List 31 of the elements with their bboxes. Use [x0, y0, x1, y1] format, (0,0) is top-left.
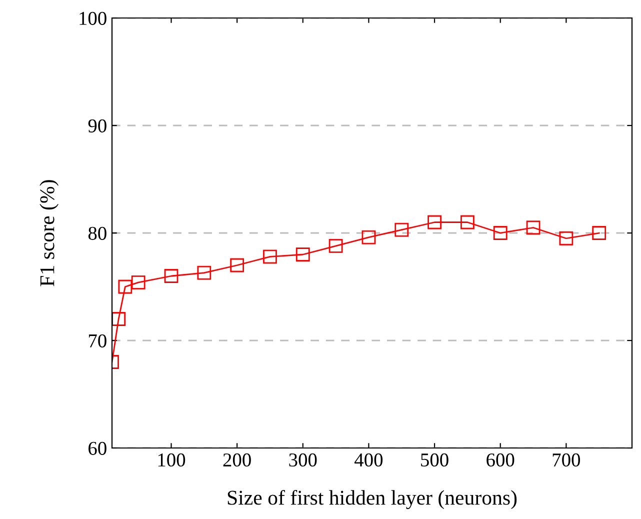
y-tick-label: 60 [88, 442, 106, 455]
x-tick-label: 300 [289, 453, 317, 467]
y-tick-label: 70 [88, 334, 106, 348]
point [112, 312, 126, 326]
point [526, 220, 540, 235]
x-tick-label: 600 [486, 453, 514, 467]
point [197, 266, 212, 280]
point [559, 231, 574, 246]
x-tick-label: 500 [421, 453, 448, 467]
point [296, 248, 310, 262]
x-tick-label: 700 [552, 453, 580, 467]
point [263, 250, 277, 264]
point [493, 226, 508, 240]
point [164, 269, 178, 283]
point [362, 230, 376, 244]
x-axis-title: Size of first hidden layer (neurons) [228, 490, 517, 510]
point [428, 215, 442, 230]
x-tick-label: 200 [223, 453, 251, 467]
point [592, 226, 606, 240]
x-tick-label: 400 [354, 453, 383, 467]
point [394, 222, 409, 237]
point [460, 215, 474, 230]
point [118, 280, 132, 294]
x-tick-label: 100 [158, 453, 186, 467]
y-axis-title: F1 score (%) [40, 180, 59, 286]
point [131, 276, 146, 290]
point [328, 238, 343, 253]
y-tick-label: 90 [88, 119, 106, 132]
y-tick-label: 100 [80, 12, 106, 25]
point [230, 258, 244, 272]
y-tick-label: 80 [88, 226, 106, 240]
